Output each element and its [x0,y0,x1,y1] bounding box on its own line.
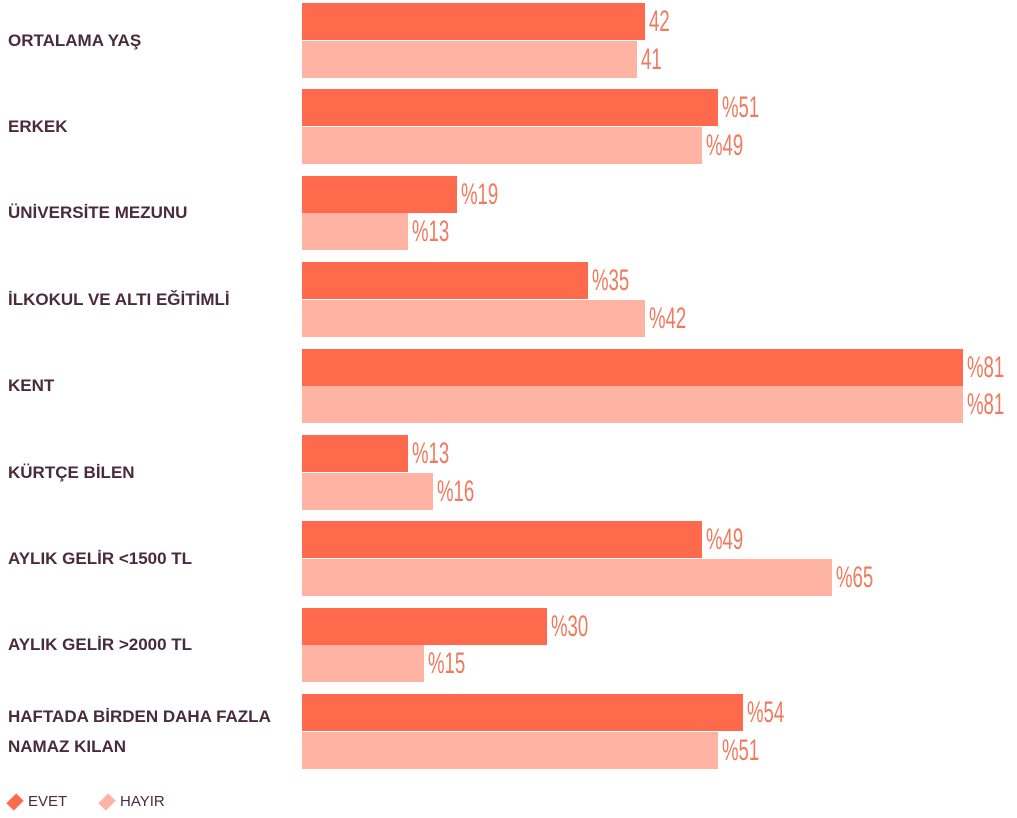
legend-swatch [6,792,24,811]
value-label: %81 [967,350,1005,384]
legend-label: HAYIR [120,793,165,810]
legend-swatch [98,792,116,811]
category-label: HAFTADA BİRDEN DAHA FAZLA NAMAZ KILAN [8,706,271,756]
value-label: 41 [640,42,662,76]
bar [302,558,833,596]
value-label: %13 [412,437,450,470]
category-label: ERKEK [8,116,68,136]
category-label: ORTALAMA YAŞ [8,30,142,50]
bar [302,3,645,40]
value-label: %15 [428,647,466,681]
category-label: ÜNİVERSİTE MEZUNU [8,203,188,223]
bar [302,472,433,510]
bar [302,348,963,386]
legend-label: EVET [28,793,68,810]
value-label: %49 [705,128,744,162]
value-label: %30 [550,609,589,643]
value-label: %19 [461,177,499,211]
bar [302,175,458,213]
category-label: KÜRTÇE BİLEN [8,462,135,482]
bar [302,645,425,683]
value-label: %65 [836,560,874,594]
value-label: %54 [746,696,784,730]
bar [302,386,963,424]
category-label: KENT [8,376,55,396]
legend-item: EVET [6,792,68,811]
value-label: %49 [705,523,744,557]
category-label: AYLIK GELİR >2000 TL [8,635,193,655]
bar [302,89,719,127]
value-label: %51 [722,733,760,767]
value-label: %13 [412,215,450,249]
bar [302,607,547,645]
bar [302,694,743,732]
bar [302,213,409,251]
bar [302,435,409,472]
category-label: İLKOKUL VE ALTI EĞİTİMLİ [8,289,230,309]
value-label: %42 [648,301,686,335]
bar [302,126,702,164]
bar [302,40,637,78]
value-label: %35 [591,264,629,298]
value-label: %51 [722,91,760,125]
bar [302,731,719,769]
value-label: 42 [648,5,670,38]
value-label: %81 [967,388,1005,422]
bar [302,262,588,300]
value-label: %16 [436,474,474,508]
bar [302,299,645,337]
legend-item: HAYIR [98,792,165,811]
bar [302,521,702,559]
category-label: AYLIK GELİR <1500 TL [8,548,193,568]
